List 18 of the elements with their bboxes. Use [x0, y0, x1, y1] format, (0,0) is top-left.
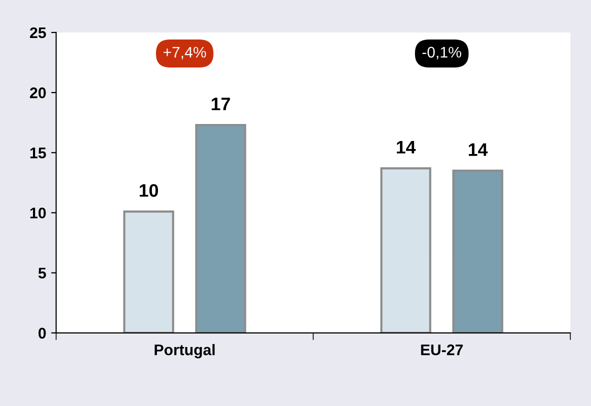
y-tick-label: 10 — [30, 208, 46, 218]
data-label: 14 — [396, 141, 416, 154]
bar — [452, 170, 504, 333]
y-tick-label: 5 — [38, 268, 46, 279]
y-tick-label: 20 — [30, 87, 46, 98]
bar — [195, 124, 246, 333]
annotation: -0,1% — [422, 46, 462, 60]
x-tick-label: EU-27 — [421, 344, 463, 356]
bar — [380, 167, 432, 333]
bar — [123, 210, 174, 333]
annotation: +7,4% — [164, 46, 206, 60]
data-label: 14 — [468, 143, 488, 156]
data-label: 17 — [212, 98, 230, 110]
x-tick-label: Portugal — [154, 344, 215, 358]
y-tick-label: 15 — [30, 148, 46, 158]
y-tick-label: 25 — [30, 27, 46, 38]
y-tick-label: 0 — [38, 328, 46, 339]
data-label: 10 — [140, 184, 158, 197]
